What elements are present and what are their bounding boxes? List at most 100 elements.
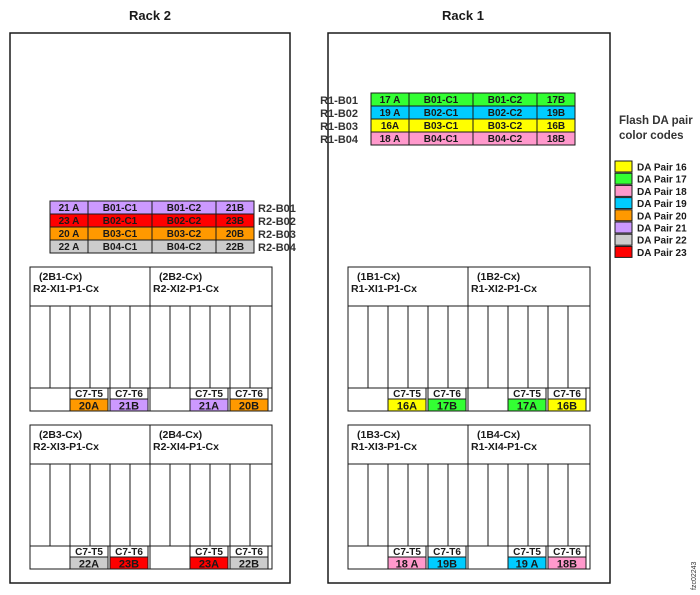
rack1: Rack 1 17 A B01-C1 B01-C2 17B R1-B01 19 A B02-C…	[320, 8, 611, 584]
table-cell-text: 19 A	[380, 108, 401, 119]
port-label: C7-T6	[115, 389, 143, 400]
table-cell-text: 20B	[226, 229, 244, 240]
table-cell-text: 19B	[547, 108, 565, 119]
adapter-cell	[387, 556, 427, 570]
adapter-cell	[507, 556, 547, 570]
port-label: C7-T6	[235, 389, 263, 400]
enclosure-id: (2B1-Cx)	[39, 271, 82, 283]
legend-swatch	[614, 221, 633, 234]
table-cell-text: B01-C2	[488, 95, 523, 106]
rack-title: Rack 2	[129, 8, 171, 23]
table-cell-text: 18 A	[380, 134, 401, 145]
table-cell-text: 17 A	[380, 95, 401, 106]
enclosure-id: (2B2-Cx)	[159, 271, 202, 283]
legend-label: DA Pair 19	[637, 199, 687, 210]
enclosure-id: (1B4-Cx)	[477, 429, 520, 441]
legend-label: DA Pair 17	[637, 175, 687, 186]
adapter-label: 20A	[79, 401, 99, 413]
table-cell-text: B01-C2	[167, 203, 202, 214]
rack-title: Rack 1	[442, 8, 484, 23]
port-label: C7-T6	[235, 547, 263, 558]
legend-label: DA Pair 21	[637, 224, 687, 235]
legend-swatch	[614, 172, 633, 185]
legend-swatch	[614, 184, 633, 197]
port-label: C7-T5	[75, 389, 103, 400]
port-label: C7-T5	[393, 389, 421, 400]
table-cell-text: 20 A	[59, 229, 80, 240]
port-label: C7-T5	[513, 547, 541, 558]
table-cell-text: B02-C2	[488, 108, 523, 119]
enclosure-name: R1-XI2-P1-Cx	[471, 283, 537, 295]
table-cell-text: B01-C1	[103, 203, 138, 214]
enclosure-id: (1B2-Cx)	[477, 271, 520, 283]
legend-swatch	[614, 197, 633, 210]
drawer-label: R2-B04	[258, 242, 297, 254]
table-cell-text: B04-C2	[167, 242, 202, 253]
port-label: C7-T5	[513, 389, 541, 400]
table-cell-text: 16B	[547, 121, 565, 132]
adapter-label: 16B	[557, 401, 577, 413]
adapter-cell	[427, 398, 467, 412]
port-label: C7-T6	[115, 547, 143, 558]
table-cell-text: B01-C1	[424, 95, 459, 106]
legend-swatch	[614, 233, 633, 246]
rack-frame	[9, 32, 291, 584]
table-cell-text: 18B	[547, 134, 565, 145]
drawer-label: R1-B01	[320, 95, 358, 107]
table-cell-text: 21B	[226, 203, 244, 214]
adapter-label: 23B	[119, 559, 139, 571]
enclosure-name: R1-XI3-P1-Cx	[351, 441, 417, 453]
adapter-label: 16A	[397, 401, 417, 413]
adapter-label: 20B	[239, 401, 259, 413]
expansion-table: 17 A B01-C1 B01-C2 17B R1-B01 19 A B02-C1 B02-C…	[320, 92, 576, 146]
table-cell-text: 23B	[226, 216, 244, 227]
port-label: C7-T5	[393, 547, 421, 558]
enclosure-name: R2-XI4-P1-Cx	[153, 441, 219, 453]
adapter-cell	[229, 398, 269, 412]
table-cell-text: B03-C2	[167, 229, 202, 240]
table-cell-text: B03-C1	[424, 121, 459, 132]
legend-title: color codes	[619, 130, 684, 142]
port-label: C7-T5	[195, 389, 223, 400]
table-cell	[536, 131, 576, 146]
enclosure-id: (2B3-Cx)	[39, 429, 82, 441]
legend-swatch	[614, 245, 633, 258]
adapter-label: 23A	[199, 559, 219, 571]
legend-label: DA Pair 22	[637, 236, 687, 247]
enclosure-id: (2B4-Cx)	[159, 429, 202, 441]
adapter-label: 22B	[239, 559, 259, 571]
table-cell-text: B02-C1	[424, 108, 459, 119]
adapter-label: 22A	[79, 559, 99, 571]
table-cell-text: 17B	[547, 95, 565, 106]
table-cell	[215, 239, 255, 254]
enclosure-name: R2-XI2-P1-Cx	[153, 283, 219, 295]
table-cell-text: 16A	[381, 121, 399, 132]
legend-swatch	[614, 209, 633, 222]
adapter-cell	[189, 398, 229, 412]
adapter-label: 21A	[199, 401, 219, 413]
adapter-cell	[109, 556, 149, 570]
port-label: C7-T6	[433, 547, 461, 558]
adapter-cell	[427, 556, 467, 570]
table-cell-text: B03-C1	[103, 229, 138, 240]
table-cell-text: B04-C2	[488, 134, 523, 145]
port-label: C7-T5	[195, 547, 223, 558]
enclosure-id: (1B3-Cx)	[357, 429, 400, 441]
port-label: C7-T6	[553, 547, 581, 558]
drawer-label: R1-B04	[320, 134, 359, 146]
legend-label: DA Pair 16	[637, 163, 687, 174]
adapter-label: 18 A	[396, 559, 419, 571]
enclosure-name: R2-XI3-P1-Cx	[33, 441, 99, 453]
adapter-cell	[69, 556, 109, 570]
adapter-label: 19 A	[516, 559, 539, 571]
expansion-table: 21 A B01-C1 B01-C2 21B R2-B01 23 A B02-C1 B02-C…	[49, 200, 297, 254]
drawer-label: R1-B03	[320, 121, 358, 133]
drawer-label: R2-B02	[258, 216, 296, 228]
table-cell-text: 22 A	[59, 242, 80, 253]
